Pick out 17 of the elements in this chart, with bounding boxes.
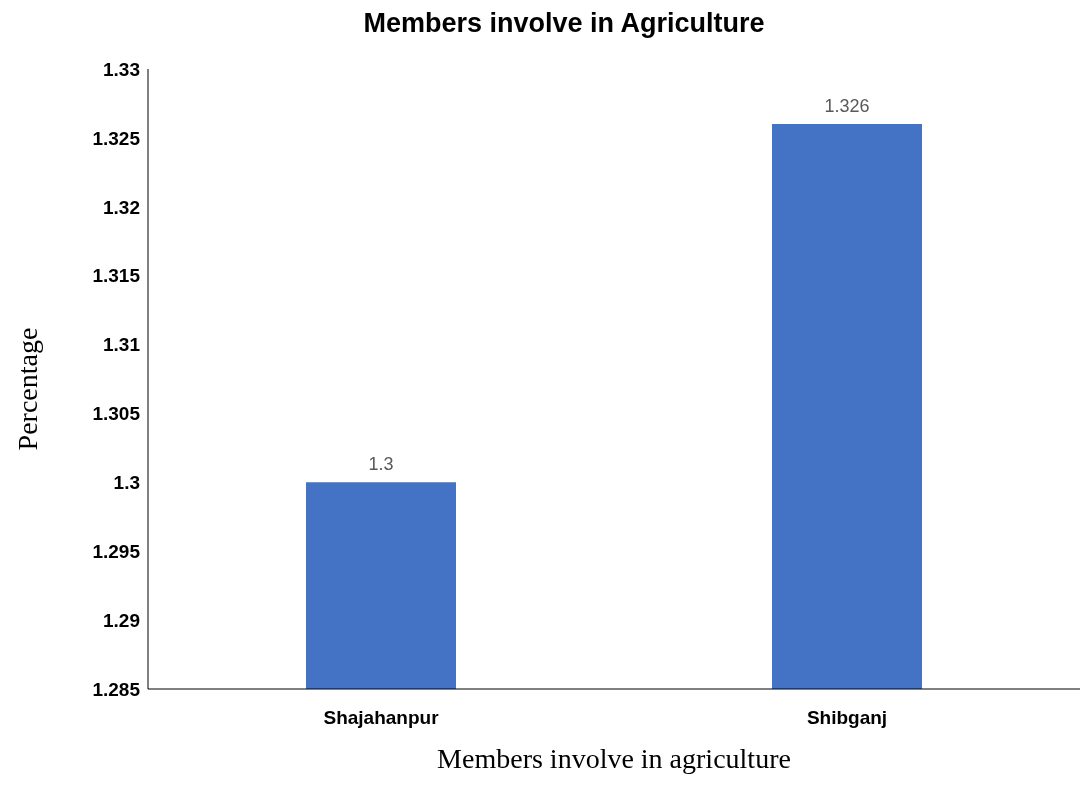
data-label: 1.3 [368,454,394,475]
x-tick-label: Shibganj [806,707,888,729]
y-tick-label: 1.305 [92,403,141,425]
y-axis-title: Percentage [12,327,44,451]
x-axis-title: Members involve in agriculture [436,743,792,775]
y-tick-label: 1.3 [113,472,140,494]
data-label: 1.326 [824,96,870,117]
y-tick-label: 1.29 [103,609,140,631]
y-tick-label: 1.32 [103,196,140,218]
y-tick-label: 1.285 [92,678,141,700]
y-tick-label: 1.31 [103,334,141,356]
y-tick-label: 1.325 [92,127,141,149]
y-tick-label: 1.33 [103,58,140,80]
x-tick-label: Shajahanpur [323,707,440,729]
y-tick-label: 1.295 [92,540,141,562]
y-tick-label: 1.315 [92,265,141,287]
chart-title: Members involve in Agriculture [362,8,766,39]
